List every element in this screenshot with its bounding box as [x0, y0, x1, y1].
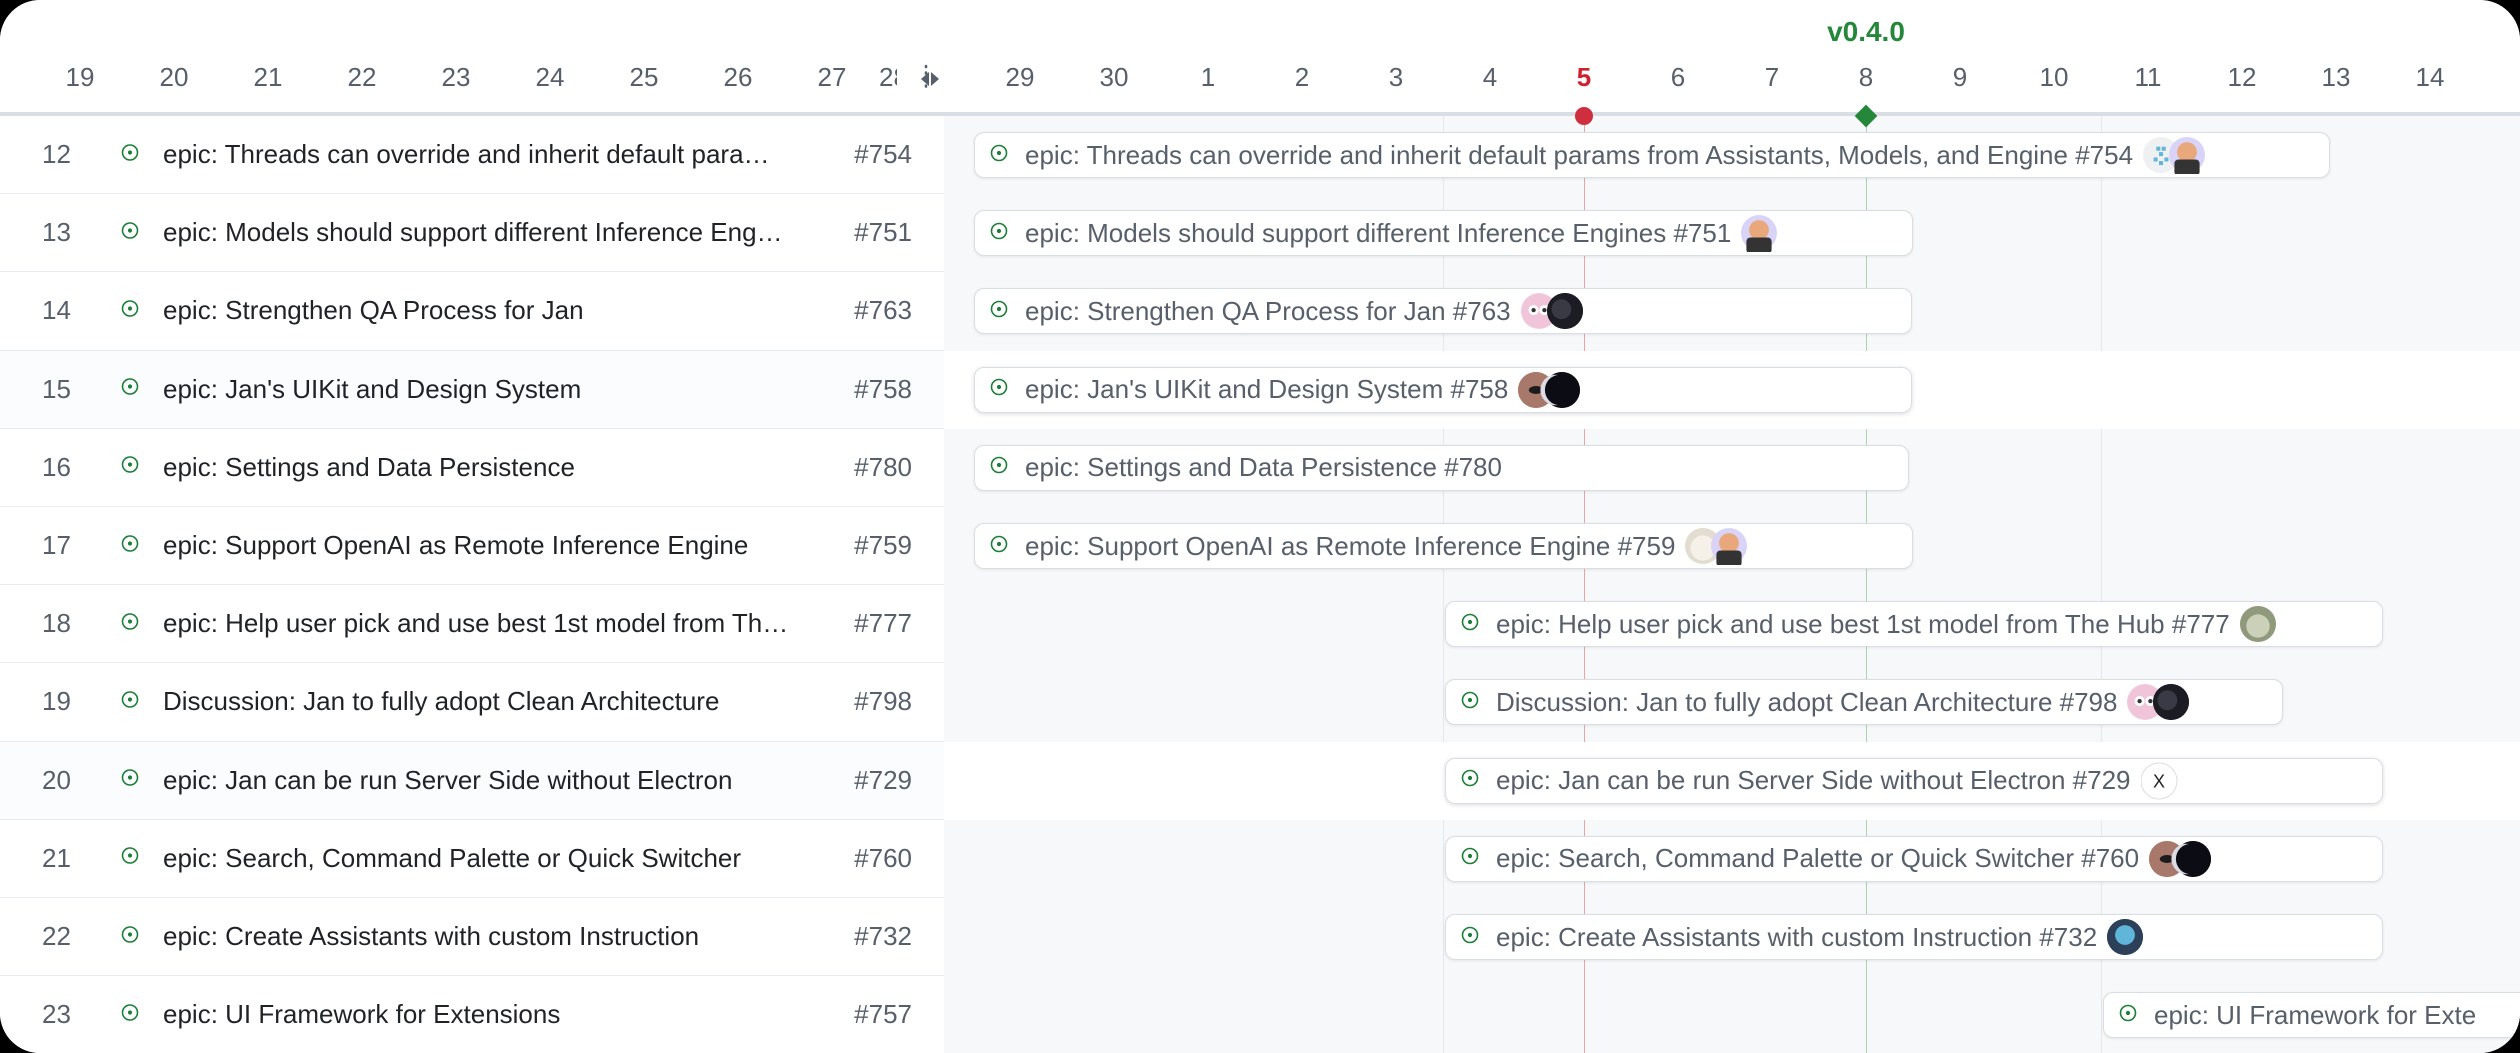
svg-text:X: X	[2152, 771, 2164, 791]
